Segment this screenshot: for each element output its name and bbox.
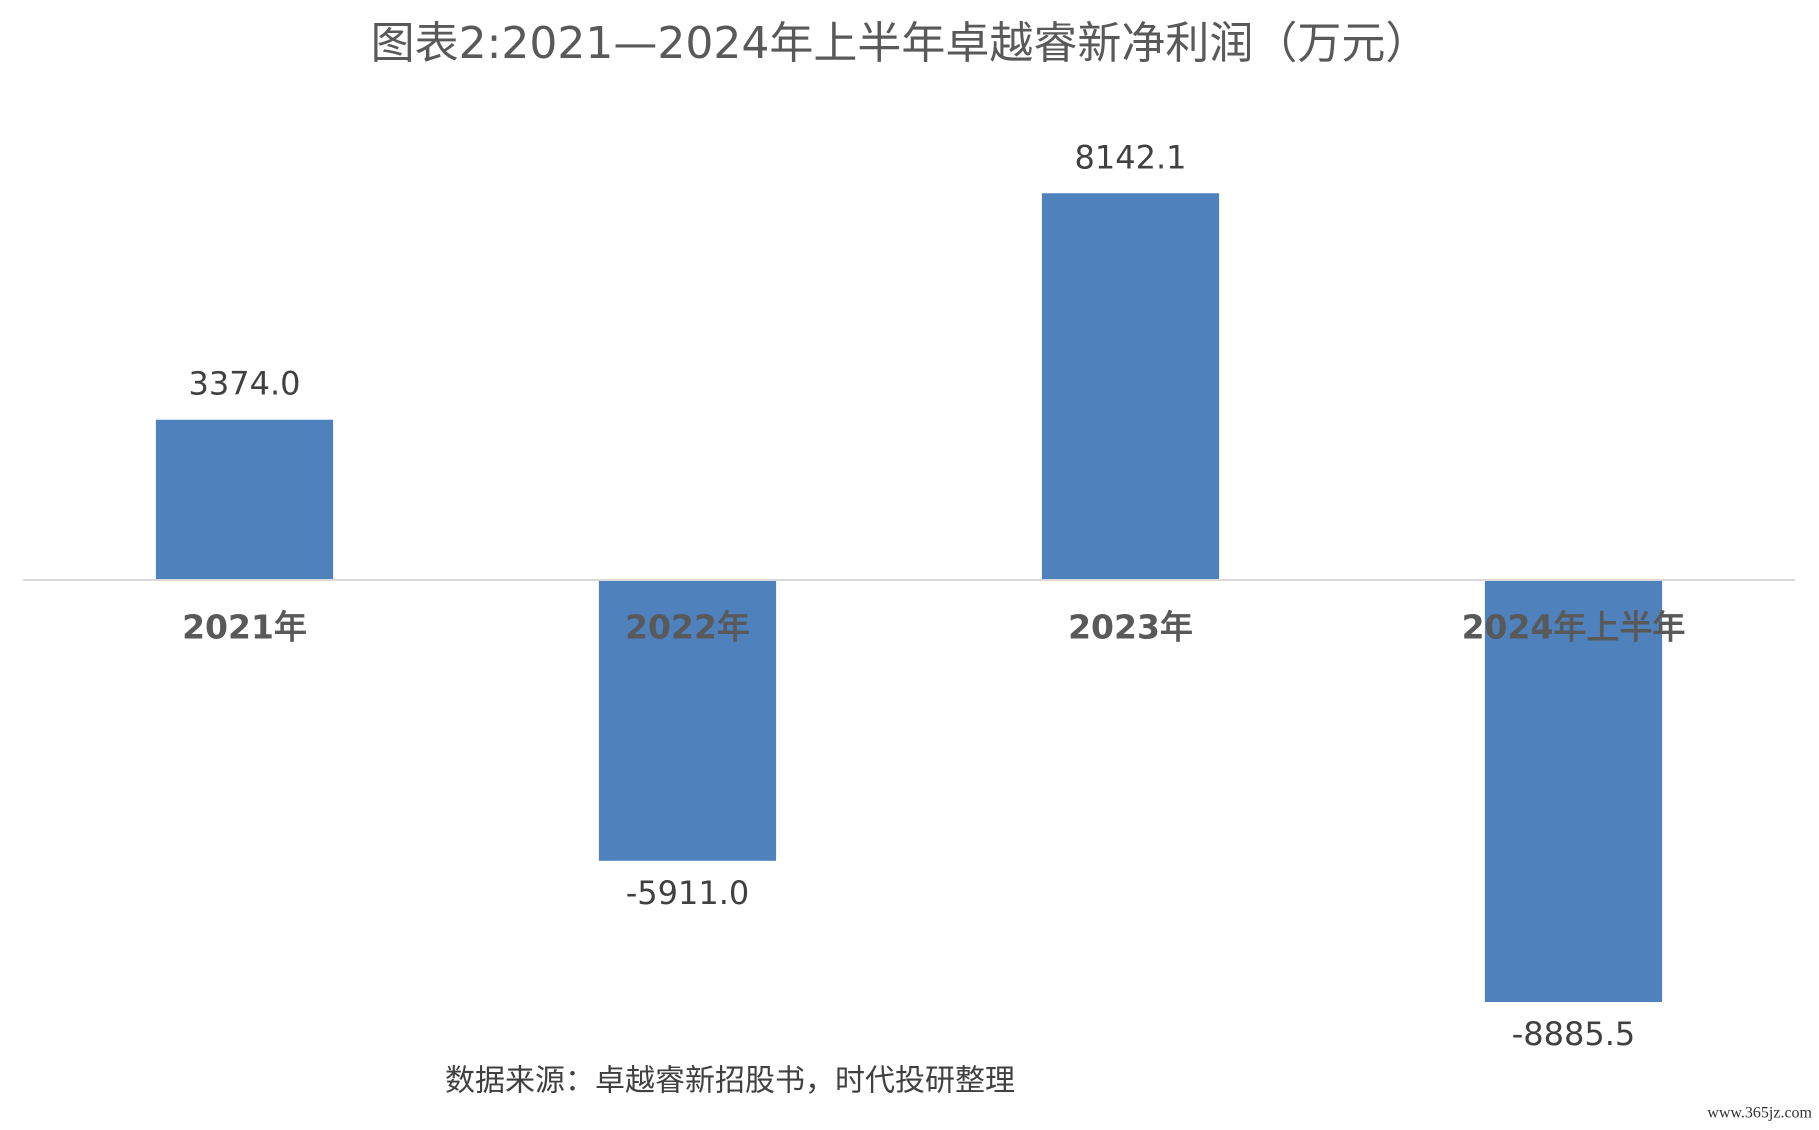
- x-tick-label: 2023年: [1068, 608, 1193, 647]
- x-tick-label: 2024年上半年: [1462, 608, 1686, 647]
- bar: [1041, 193, 1220, 580]
- value-label: -8885.5: [1512, 1015, 1636, 1053]
- value-label: 3374.0: [189, 365, 301, 403]
- bar: [155, 419, 334, 580]
- source-note: 数据来源：卓越睿新招股书，时代投研整理: [445, 1064, 1015, 1099]
- chart-title: 图表2:2021—2024年上半年卓越睿新净利润（万元）: [371, 18, 1430, 69]
- bar: [598, 580, 777, 861]
- x-tick-label: 2021年: [182, 608, 307, 647]
- x-tick-label: 2022年: [625, 608, 750, 647]
- bar: [1484, 580, 1663, 1003]
- value-label: -5911.0: [626, 874, 750, 912]
- watermark: www.365jz.com: [1707, 1105, 1812, 1122]
- value-label: 8142.1: [1075, 138, 1187, 176]
